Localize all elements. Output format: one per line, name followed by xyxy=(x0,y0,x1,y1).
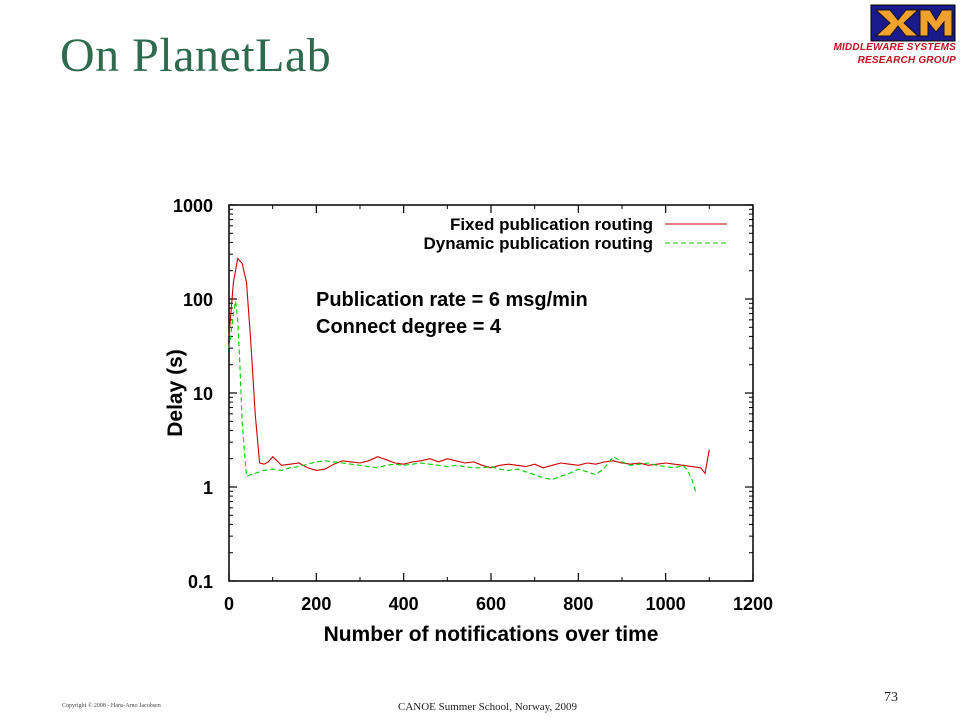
annotation-publication-rate: Publication rate = 6 msg/min xyxy=(316,289,588,311)
x-tick-label: 0 xyxy=(224,594,234,614)
legend-label: Dynamic publication routing xyxy=(423,234,653,253)
y-tick-label: 10 xyxy=(193,384,213,404)
x-tick-label: 600 xyxy=(476,594,506,614)
footer-event: CANOE Summer School, Norway, 2009 xyxy=(398,701,577,713)
slide-title: On PlanetLab xyxy=(60,29,332,82)
x-tick-label: 800 xyxy=(563,594,593,614)
legend-label: Fixed publication routing xyxy=(450,215,653,234)
x-tick-label: 1200 xyxy=(733,594,773,614)
x-tick-label: 200 xyxy=(301,594,331,614)
logo-text-line1: MIDDLEWARE SYSTEMS xyxy=(833,42,956,53)
footer-copyright: Copyright © 2008 - Hans-Arno Jacobsen xyxy=(62,703,161,709)
series-line-fixed xyxy=(228,257,710,475)
y-tick-label: 100 xyxy=(183,290,213,310)
x-tick-labels: 0 200 400 600 800 1000 1200 xyxy=(224,594,773,614)
msrg-logo: MIDDLEWARE SYSTEMS RESEARCH GROUP xyxy=(800,4,960,70)
series-lines xyxy=(228,257,710,494)
y-tick-label: 1 xyxy=(203,478,213,498)
series-line-dynamic xyxy=(228,301,697,494)
x-tick-label: 400 xyxy=(389,594,419,614)
annotation-connect-degree: Connect degree = 4 xyxy=(316,316,502,338)
axis-ticks xyxy=(228,204,754,582)
logo-text-line2: RESEARCH GROUP xyxy=(857,55,956,66)
y-tick-label: 0.1 xyxy=(188,572,213,592)
y-tick-labels: 0.1 1 10 100 1000 xyxy=(173,196,213,592)
y-tick-label: 1000 xyxy=(173,196,213,216)
msrg-logo-icon xyxy=(870,4,956,42)
x-axis-label: Number of notifications over time xyxy=(324,623,659,646)
plot-frame xyxy=(228,204,754,582)
x-tick-label: 1000 xyxy=(646,594,686,614)
y-axis-label: Delay (s) xyxy=(164,349,187,437)
page-number: 73 xyxy=(884,690,898,705)
